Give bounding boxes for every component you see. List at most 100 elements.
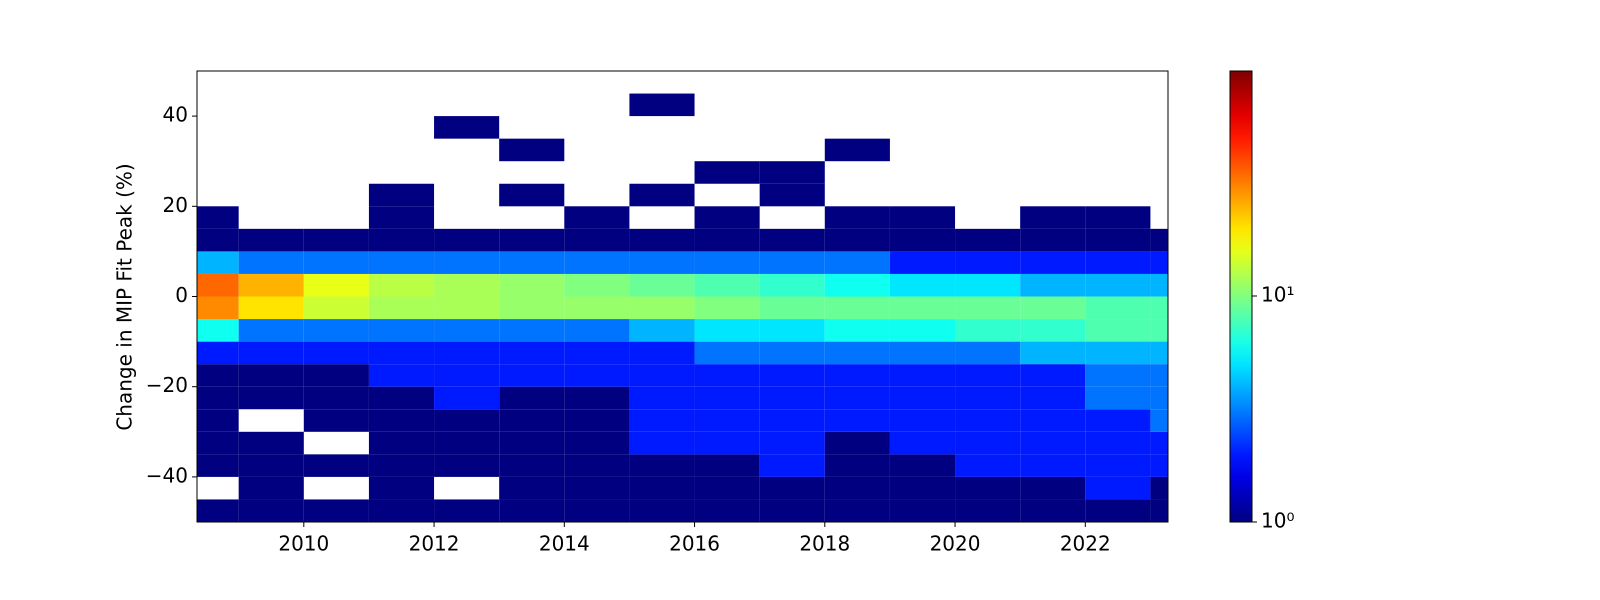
hist-cell bbox=[889, 476, 956, 500]
hist-cell bbox=[1150, 476, 1168, 500]
hist-cell bbox=[824, 138, 890, 162]
hist-cell bbox=[694, 431, 760, 455]
y-axis-label: Change in MIP Fit Peak (%) bbox=[113, 163, 137, 430]
hist-cell bbox=[368, 341, 435, 365]
hist-cell bbox=[889, 499, 956, 522]
hist-cell bbox=[1020, 364, 1086, 387]
hist-cell bbox=[1020, 273, 1086, 297]
hist-cell bbox=[694, 273, 760, 297]
hist-cell bbox=[694, 296, 760, 320]
colorbar-tick-label: 10¹ bbox=[1261, 283, 1294, 307]
hist-cell bbox=[1020, 296, 1086, 320]
colorbar bbox=[1229, 70, 1253, 523]
hist-cell bbox=[955, 476, 1021, 500]
hist-cell bbox=[1150, 409, 1168, 432]
hist-cell bbox=[238, 364, 304, 387]
hist-cell bbox=[303, 499, 369, 522]
hist-cell bbox=[955, 431, 1021, 455]
hist-cell bbox=[1020, 409, 1086, 432]
hist-cell bbox=[1150, 228, 1168, 252]
hist-cell bbox=[564, 341, 630, 365]
hist-cell bbox=[238, 273, 304, 297]
hist-cell bbox=[1020, 454, 1086, 477]
hist-cell bbox=[499, 476, 565, 500]
hist-cell bbox=[368, 454, 435, 477]
hist-cell bbox=[197, 206, 239, 229]
hist-cell bbox=[238, 228, 304, 252]
hist-cell bbox=[434, 431, 500, 455]
hist-cell bbox=[824, 499, 890, 522]
x-tick-label: 2012 bbox=[409, 532, 460, 556]
hist-cell bbox=[1020, 476, 1086, 500]
hist-cell bbox=[434, 499, 500, 522]
hist-cell bbox=[824, 273, 890, 297]
hist-cell bbox=[759, 273, 825, 297]
hist-cell bbox=[1085, 386, 1151, 410]
hist-cell bbox=[694, 206, 760, 229]
hist-cell bbox=[564, 499, 630, 522]
hist-cell bbox=[759, 476, 825, 500]
hist-cell bbox=[629, 296, 695, 320]
hist-cell bbox=[564, 228, 630, 252]
hist-cell bbox=[368, 228, 435, 252]
hist-cell bbox=[629, 228, 695, 252]
hist-cell bbox=[564, 476, 630, 500]
hist-cell bbox=[759, 183, 825, 207]
hist-cell bbox=[1150, 273, 1168, 297]
hist-cell bbox=[1085, 499, 1151, 522]
hist-cell bbox=[1020, 341, 1086, 365]
hist-cell bbox=[955, 364, 1021, 387]
hist-cell bbox=[1085, 431, 1151, 455]
hist-cell bbox=[1085, 296, 1151, 320]
hist-cell bbox=[1150, 319, 1168, 342]
hist-cell bbox=[197, 273, 239, 297]
hist-cell bbox=[197, 499, 239, 522]
hist-cell bbox=[499, 341, 565, 365]
hist-cell bbox=[759, 319, 825, 342]
hist-cell bbox=[1150, 251, 1168, 274]
hist-cell bbox=[499, 364, 565, 387]
hist-cell bbox=[955, 319, 1021, 342]
hist-cell bbox=[303, 273, 369, 297]
hist-cell bbox=[1085, 228, 1151, 252]
hist-cell bbox=[499, 183, 565, 207]
hist-cell bbox=[303, 296, 369, 320]
hist-cell bbox=[564, 206, 630, 229]
hist-cell bbox=[629, 386, 695, 410]
hist-cell bbox=[303, 386, 369, 410]
hist-cell bbox=[368, 273, 435, 297]
hist-cell bbox=[368, 476, 435, 500]
hist-cell bbox=[629, 454, 695, 477]
hist-cell bbox=[1085, 476, 1151, 500]
y-tick-label: −20 bbox=[146, 373, 188, 397]
hist-cell bbox=[694, 319, 760, 342]
hist-cell bbox=[238, 251, 304, 274]
y-tick-label: 40 bbox=[163, 103, 188, 127]
hist-cell bbox=[197, 409, 239, 432]
hist-cell bbox=[955, 341, 1021, 365]
hist-cell bbox=[889, 409, 956, 432]
hist-cell bbox=[629, 93, 695, 117]
hist-cell bbox=[564, 319, 630, 342]
hist-cell bbox=[368, 206, 435, 229]
hist-cell bbox=[1085, 206, 1151, 229]
hist-cell bbox=[238, 319, 304, 342]
hist-cell bbox=[824, 409, 890, 432]
hist-cell bbox=[197, 319, 239, 342]
hist-cell bbox=[303, 228, 369, 252]
hist-cell bbox=[499, 251, 565, 274]
hist-cell bbox=[1020, 251, 1086, 274]
hist-cell bbox=[759, 431, 825, 455]
hist-cell bbox=[238, 454, 304, 477]
hist-cell bbox=[434, 341, 500, 365]
hist-cell bbox=[824, 431, 890, 455]
hist-cell bbox=[629, 476, 695, 500]
hist-cell bbox=[759, 499, 825, 522]
hist-cell bbox=[889, 341, 956, 365]
hist-cell bbox=[434, 454, 500, 477]
hist-cell bbox=[824, 251, 890, 274]
hist-cell bbox=[368, 183, 435, 207]
hist-cell bbox=[197, 386, 239, 410]
hist-cell bbox=[694, 409, 760, 432]
hist-cell bbox=[434, 116, 500, 139]
